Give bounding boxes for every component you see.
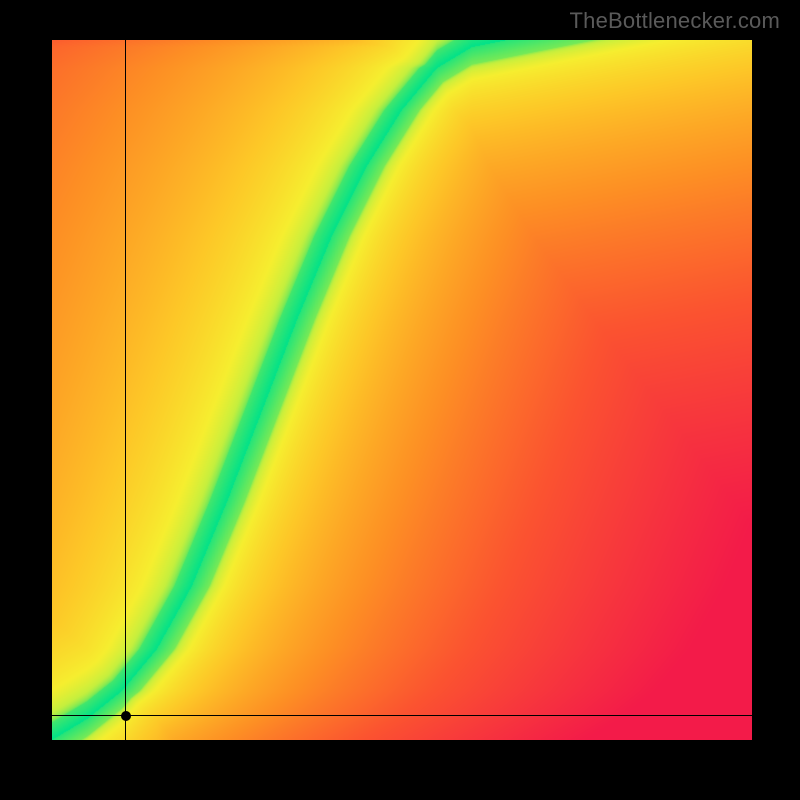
crosshair-marker-dot	[121, 711, 131, 721]
crosshair-horizontal	[52, 715, 752, 716]
watermark-text: TheBottlenecker.com	[570, 8, 780, 34]
heatmap-plot	[52, 40, 752, 740]
heatmap-canvas	[52, 40, 752, 740]
crosshair-vertical	[125, 40, 126, 740]
